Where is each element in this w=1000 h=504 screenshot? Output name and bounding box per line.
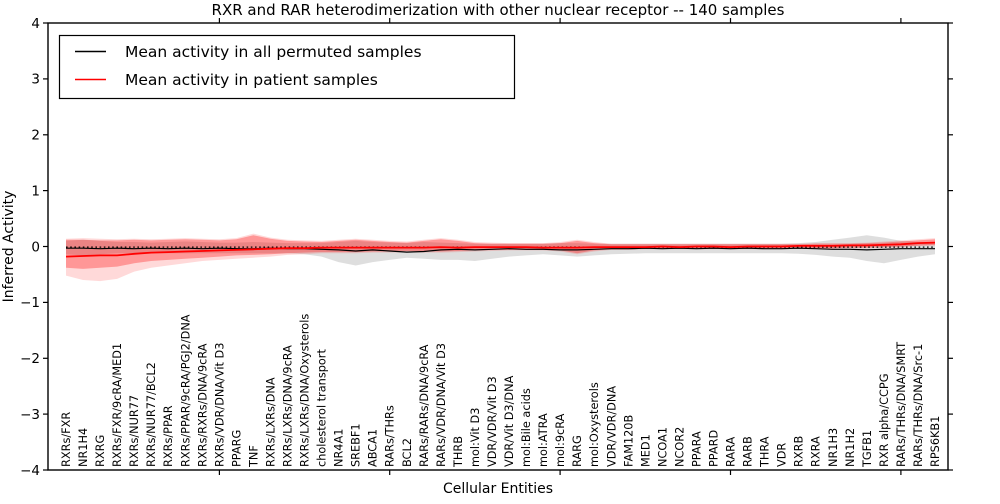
x-category-label: RARs/THRs — [384, 405, 397, 467]
x-category-label: VDR/VDR/DNA — [605, 386, 618, 467]
x-category-label: RPS6KB1 — [929, 416, 942, 467]
x-category-label: VDR/VDR/Vit D3 — [486, 376, 499, 467]
y-tick-label: −3 — [20, 407, 40, 423]
y-tick-label: 2 — [31, 128, 40, 144]
x-category-label: RXRG — [94, 435, 107, 467]
x-category-label: NR4A1 — [333, 429, 346, 467]
x-category-label: THRA — [759, 436, 772, 468]
x-category-label: BCL2 — [401, 438, 414, 467]
x-axis-label: Cellular Entities — [443, 481, 553, 497]
x-category-label: SREBF1 — [350, 423, 363, 467]
x-category-label: PPARG — [230, 430, 243, 467]
x-category-label: VDR/Vit D3/DNA — [503, 375, 516, 467]
x-category-label: TNF — [247, 445, 260, 468]
legend-box — [58, 34, 516, 100]
x-category-label: mol:Bile acids — [520, 388, 533, 467]
band-patient-range-inner — [66, 235, 935, 269]
x-category-label: NR1H4 — [77, 428, 90, 467]
y-tick-label: −1 — [20, 295, 40, 311]
x-category-label: RARs/THRs/DNA/Src-1 — [912, 344, 925, 467]
x-category-label: RXRs/PPAR/9cRA/PGJ2/DNA — [179, 314, 192, 467]
band-layer — [66, 233, 935, 282]
x-category-label: mol:9cRA — [554, 413, 567, 467]
x-category-label: PPARA — [691, 431, 704, 467]
x-category-label: TGFB1 — [861, 430, 874, 468]
x-category-label: RXRs/FXR — [60, 412, 73, 467]
axis-layer: 4 3 2 1 0 −1 −2 −3 −4 RXRs/FXR NR1H4 RXRG RXRs/FXR/9… — [20, 16, 953, 479]
x-category-label: RARs/THRs/DNA/SMRT — [895, 342, 908, 467]
x-category-label: RARB — [742, 436, 755, 467]
legend-label-permuted: Mean activity in all permuted samples — [125, 43, 422, 61]
x-category-label: RXRs/NUR77 — [128, 395, 141, 467]
x-category-label: FAM120B — [622, 415, 635, 467]
x-category-label: PPARD — [708, 430, 721, 467]
x-category-label: RARs/RARs/DNA/9cRA — [418, 344, 431, 467]
x-category-label: NCOR2 — [673, 427, 686, 467]
y-tick-label: 3 — [31, 72, 40, 88]
x-category-label: RXRs/VDR/DNA/Vit D3 — [213, 343, 226, 467]
legend: Mean activity in all permuted samples Me… — [58, 34, 516, 100]
band-permuted-range — [66, 235, 935, 266]
x-category-label: RXRA — [810, 436, 823, 467]
x-category-label: RXRs/LXRs/DNA — [265, 377, 278, 467]
x-category-label: cholesterol transport — [316, 349, 329, 467]
x-category-label: RARA — [725, 436, 738, 467]
x-category-label: RARG — [571, 435, 584, 467]
x-category-label: THRB — [452, 436, 465, 468]
x-category-label: NCOA1 — [656, 427, 669, 467]
y-axis-label: Inferred Activity — [1, 191, 17, 303]
band-patient-range-outer — [66, 233, 935, 282]
x-category-label: RARs/VDR/DNA/Vit D3 — [435, 343, 448, 467]
x-category-label: RXRs/NUR77/BCL2 — [145, 362, 158, 467]
x-category-label: MED1 — [639, 434, 652, 467]
x-category-label: NR1H2 — [844, 428, 857, 467]
line-layer — [65, 241, 936, 258]
x-category-label: RXRs/PPAR — [162, 405, 175, 467]
x-category-label: NR1H3 — [827, 428, 840, 467]
x-category-label: RXRs/FXR/9cRA/MED1 — [111, 343, 124, 467]
y-tick-label: 1 — [31, 183, 40, 199]
x-category-label: RXRs/LXRs/DNA/Oxysterols — [299, 314, 312, 467]
x-category-label: mol:ATRA — [537, 413, 550, 467]
series-line-permuted — [66, 247, 935, 253]
chart-title: RXR and RAR heterodimerization with othe… — [212, 1, 785, 19]
series-line-patient — [65, 241, 936, 258]
x-category-label: VDR — [776, 443, 789, 467]
x-category-label: mol:Oxysterols — [588, 382, 601, 467]
y-tick-label: −4 — [20, 463, 40, 479]
y-tick-label: −2 — [20, 351, 40, 367]
x-category-label: mol:Vit D3 — [469, 408, 482, 467]
x-category-label: ABCA1 — [367, 429, 380, 467]
plot-border — [47, 22, 949, 471]
y-tick-label: 4 — [31, 16, 40, 32]
x-category-label: RXRs/RXRs/DNA/9cRA — [196, 343, 209, 467]
x-category-label: RXR alpha/CCPG — [878, 374, 891, 468]
x-category-label: RXRs/LXRs/DNA/9cRA — [282, 345, 295, 467]
legend-label-patient: Mean activity in patient samples — [125, 71, 378, 89]
y-tick-label: 0 — [31, 239, 40, 255]
x-category-label: RXRB — [793, 436, 806, 467]
